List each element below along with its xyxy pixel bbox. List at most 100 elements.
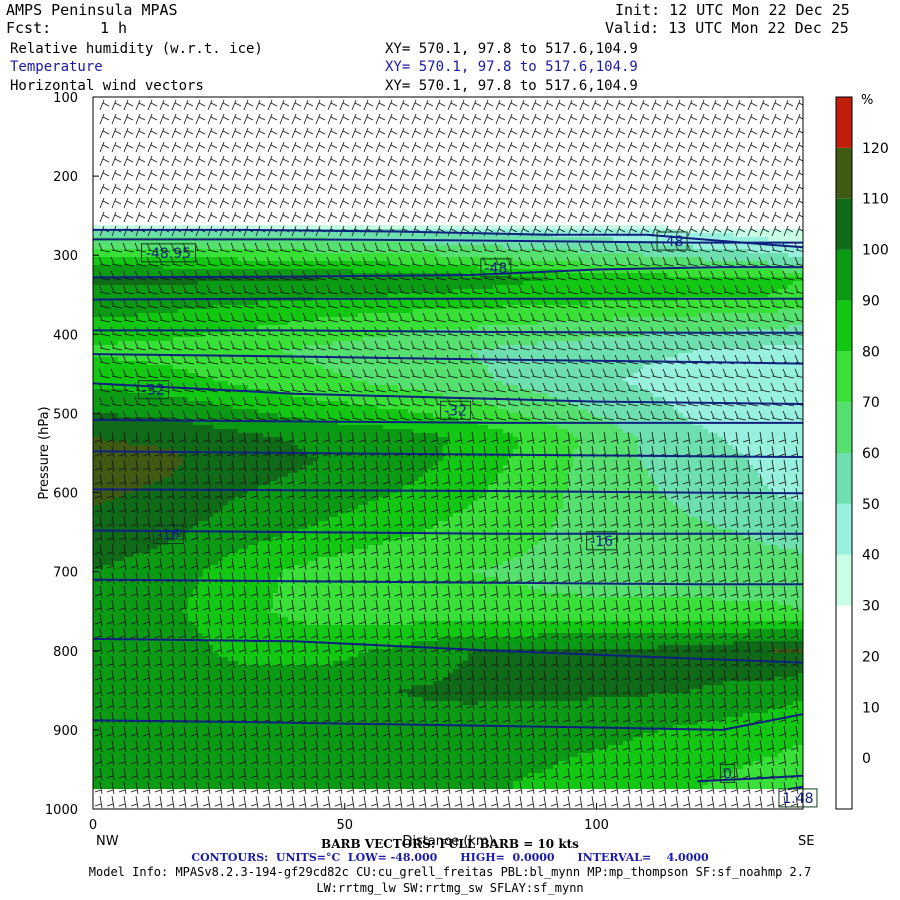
rh-cell xyxy=(403,213,409,218)
rh-cell xyxy=(423,137,429,142)
rh-cell xyxy=(143,157,149,162)
rh-cell xyxy=(238,117,244,122)
rh-cell xyxy=(653,197,659,202)
rh-cell xyxy=(783,161,789,166)
rh-cell xyxy=(283,225,289,230)
rh-cell xyxy=(218,121,224,126)
rh-cell xyxy=(578,161,584,166)
rh-cell xyxy=(763,173,769,178)
rh-cell xyxy=(173,145,179,150)
rh-cell xyxy=(308,213,314,218)
rh-cell xyxy=(778,137,784,142)
rh-cell xyxy=(158,161,164,166)
rh-cell xyxy=(178,133,184,138)
rh-cell xyxy=(783,133,789,138)
rh-cell xyxy=(633,169,639,174)
rh-cell xyxy=(178,153,184,158)
rh-cell xyxy=(473,177,479,182)
rh-cell xyxy=(188,213,194,218)
rh-cell xyxy=(593,133,599,138)
rh-cell xyxy=(248,225,254,230)
rh-cell xyxy=(728,185,734,190)
rh-cell xyxy=(233,181,239,186)
rh-cell xyxy=(218,201,224,206)
rh-cell xyxy=(318,129,324,134)
rh-cell xyxy=(743,125,749,130)
rh-cell xyxy=(133,141,139,146)
rh-cell xyxy=(258,165,264,170)
rh-cell xyxy=(763,193,769,198)
rh-cell xyxy=(133,161,139,166)
rh-cell xyxy=(133,233,139,238)
rh-cell xyxy=(293,181,299,186)
rh-cell xyxy=(133,237,139,242)
rh-cell xyxy=(318,185,324,190)
rh-cell xyxy=(318,197,324,202)
rh-cell xyxy=(468,153,474,158)
rh-cell xyxy=(463,125,469,130)
rh-cell xyxy=(98,201,104,206)
rh-cell xyxy=(288,117,294,122)
rh-cell xyxy=(603,205,609,210)
rh-cell xyxy=(393,229,399,234)
rh-cell xyxy=(113,237,119,242)
rh-cell xyxy=(488,129,494,134)
rh-cell xyxy=(318,161,324,166)
rh-cell xyxy=(718,149,724,154)
rh-cell xyxy=(493,121,499,126)
rh-cell xyxy=(783,173,789,178)
rh-cell xyxy=(198,201,204,206)
rh-cell xyxy=(268,109,274,114)
rh-cell xyxy=(698,165,704,170)
rh-cell xyxy=(778,185,784,190)
rh-cell xyxy=(318,221,324,226)
rh-cell xyxy=(508,133,514,138)
rh-cell xyxy=(353,141,359,146)
rh-cell xyxy=(723,165,729,170)
rh-cell xyxy=(568,161,574,166)
rh-cell xyxy=(723,117,729,122)
rh-cell xyxy=(578,177,584,182)
rh-cell xyxy=(668,185,674,190)
rh-cell xyxy=(573,137,579,142)
rh-cell xyxy=(728,233,734,238)
rh-cell xyxy=(773,165,779,170)
rh-cell xyxy=(783,125,789,130)
rh-cell xyxy=(273,201,279,206)
rh-cell xyxy=(493,225,499,230)
rh-cell xyxy=(318,121,324,126)
rh-cell xyxy=(473,229,479,234)
rh-cell xyxy=(343,105,349,110)
rh-cell xyxy=(318,141,324,146)
rh-cell xyxy=(638,109,644,114)
rh-cell xyxy=(653,157,659,162)
rh-cell xyxy=(463,233,469,238)
rh-cell xyxy=(218,105,224,110)
rh-cell xyxy=(373,165,379,170)
rh-cell xyxy=(303,113,309,118)
rh-cell xyxy=(323,217,329,222)
rh-cell xyxy=(543,153,549,158)
rh-cell xyxy=(448,233,454,238)
rh-cell xyxy=(333,157,339,162)
rh-cell xyxy=(728,197,734,202)
rh-cell xyxy=(713,149,719,154)
rh-cell xyxy=(683,113,689,118)
rh-cell xyxy=(478,169,484,174)
rh-cell xyxy=(438,137,444,142)
rh-cell xyxy=(388,193,394,198)
rh-cell xyxy=(348,121,354,126)
rh-cell xyxy=(358,185,364,190)
rh-cell xyxy=(683,201,689,206)
rh-cell xyxy=(443,225,449,230)
rh-cell xyxy=(163,233,169,238)
rh-cell xyxy=(793,165,799,170)
rh-cell xyxy=(408,197,414,202)
rh-cell xyxy=(633,149,639,154)
rh-cell xyxy=(168,185,174,190)
rh-cell xyxy=(153,105,159,110)
rh-cell xyxy=(483,173,489,178)
rh-cell xyxy=(388,109,394,114)
rh-cell xyxy=(533,133,539,138)
rh-cell xyxy=(628,205,634,210)
